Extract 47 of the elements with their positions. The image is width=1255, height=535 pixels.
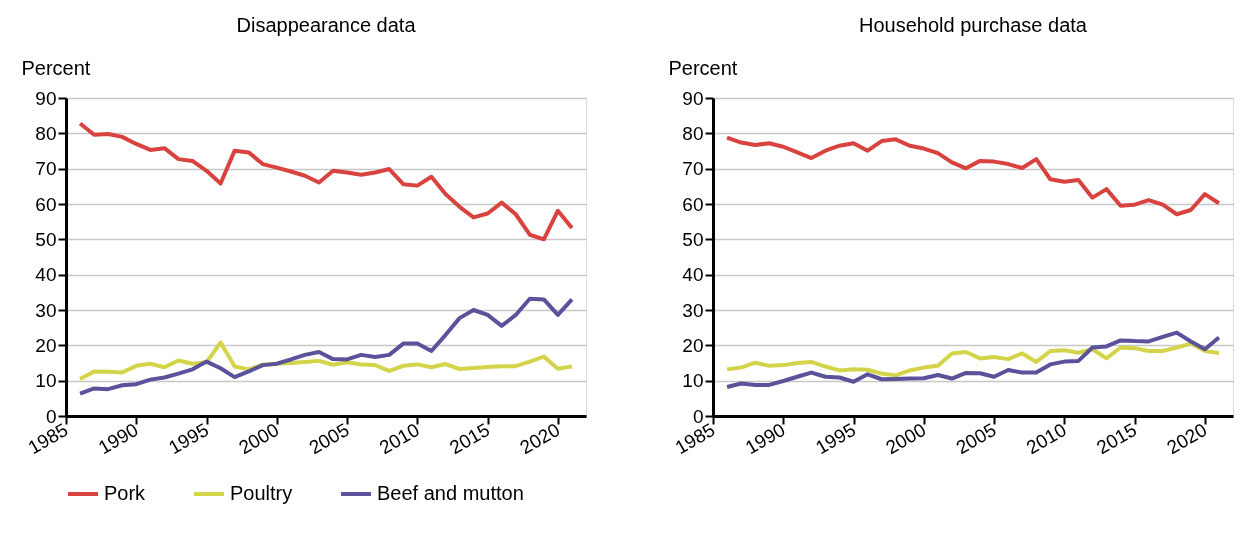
x-tick-label: 2000 <box>235 418 283 459</box>
line-series <box>78 340 574 381</box>
y-tick-label: 80 <box>682 122 704 144</box>
line-series <box>78 121 574 242</box>
legend-label: Pork <box>104 482 147 504</box>
x-tick-label: 2015 <box>446 418 494 459</box>
y-tick-label: 60 <box>682 193 704 215</box>
y-tick-label: 30 <box>682 299 704 321</box>
y-tick-label: 10 <box>35 370 57 392</box>
x-tick-label: 2005 <box>952 418 1000 459</box>
x-tick-label: 1995 <box>164 418 213 459</box>
line-series <box>725 135 1221 217</box>
y-tick-label: 60 <box>35 193 57 215</box>
y-tick-label: 0 <box>45 405 57 427</box>
y-tick-label: 40 <box>682 264 704 286</box>
y-tick-label: 20 <box>35 334 57 356</box>
x-tick-label: 1990 <box>741 418 789 459</box>
y-axis-title: Percent <box>668 56 738 79</box>
legend-label: Poultry <box>230 482 293 504</box>
x-tick-label: 1990 <box>94 418 142 459</box>
y-tick-label: 70 <box>35 158 57 180</box>
line-series <box>78 296 574 396</box>
x-tick-label: 2015 <box>1093 418 1141 459</box>
line-series <box>725 330 1221 390</box>
y-tick-label: 50 <box>682 228 704 250</box>
x-tick-label: 2020 <box>1163 418 1211 459</box>
line-series <box>725 341 1221 378</box>
y-tick-label: 10 <box>682 370 704 392</box>
y-tick-label: 30 <box>35 299 57 321</box>
y-tick-label: 90 <box>35 87 57 109</box>
legend-label: Beef and mutton <box>377 482 524 504</box>
y-tick-label: 70 <box>682 158 704 180</box>
chart-title: Household purchase data <box>859 14 1088 36</box>
y-tick-label: 40 <box>35 264 57 286</box>
y-tick-label: 20 <box>682 334 704 356</box>
y-tick-label: 90 <box>682 87 704 109</box>
x-tick-label: 2005 <box>305 418 353 459</box>
y-tick-label: 0 <box>692 405 704 427</box>
x-tick-label: 2010 <box>1022 418 1070 459</box>
chart-title: Disappearance data <box>236 14 417 36</box>
x-tick-label: 2020 <box>516 418 564 459</box>
x-tick-label: 2000 <box>882 418 930 459</box>
x-tick-label: 1995 <box>811 418 860 459</box>
y-axis-title: Percent <box>21 56 91 79</box>
y-tick-label: 80 <box>35 122 57 144</box>
x-tick-label: 2010 <box>375 418 423 459</box>
y-tick-label: 50 <box>35 228 57 250</box>
